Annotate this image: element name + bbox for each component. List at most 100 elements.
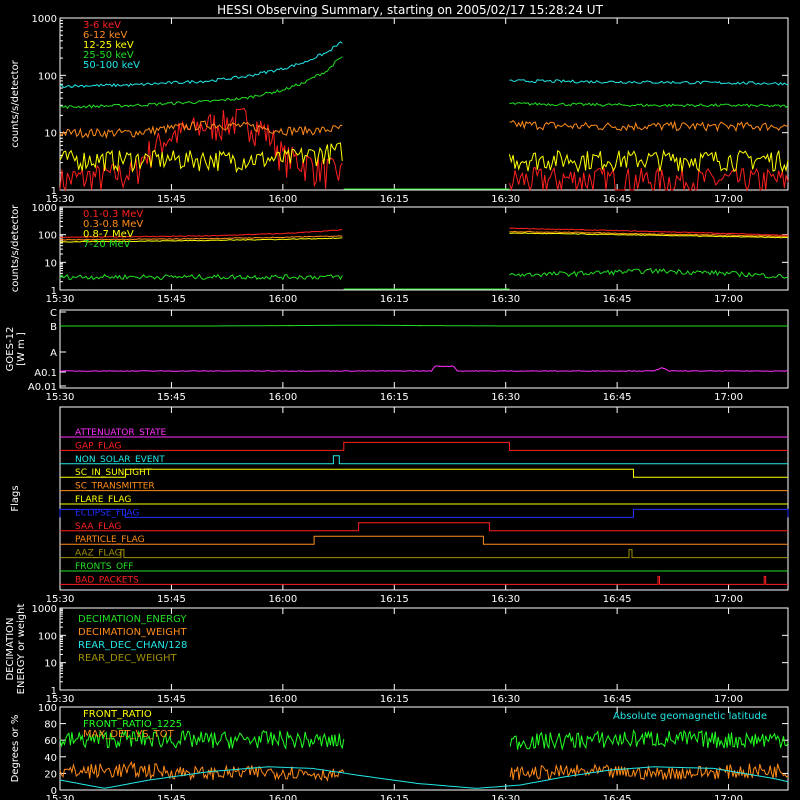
xray-low-frame — [59, 17, 789, 191]
flags-frame — [59, 406, 789, 591]
xray-low-ytick-label: 10 — [44, 129, 57, 140]
goes-xtick-label: 16:30 — [491, 392, 520, 403]
flag-label: SAA_FLAG — [75, 522, 121, 532]
xray-high-series-2-line — [59, 232, 789, 243]
goes-ytick-label: A0.01 — [28, 382, 57, 393]
goes-ytick-label: C — [50, 308, 57, 319]
flag-label: SC_IN_SUNLIGHT — [75, 468, 152, 478]
decimation-legend-entry: REAR_DEC_CHAN/128 — [78, 640, 187, 651]
ratios-xtick-label: 16:00 — [268, 794, 297, 800]
ratios-legend-entry: MAX_DET_VS_TOT — [83, 729, 175, 740]
flags-xtick-label: 16:30 — [491, 594, 520, 605]
decimation-xtick-label: 16:15 — [380, 694, 409, 705]
xray-high-xtick-label: 15:45 — [157, 294, 186, 305]
xray-low-series-0-line — [59, 107, 789, 192]
ratios-xtick-label: 16:45 — [603, 794, 632, 800]
xray-high-legend-entry: 7-20 MeV — [83, 239, 131, 250]
goes-xtick-label: 15:45 — [157, 392, 186, 403]
flags-xtick-label: 17:00 — [714, 594, 743, 605]
decimation-xtick-label: 16:30 — [491, 694, 520, 705]
flags-xtick-label: 15:45 — [157, 594, 186, 605]
xray-low-ytick-label: 100 — [38, 71, 57, 82]
xray-low-legend-entry: 6-12 keV — [83, 30, 127, 41]
xray-low-series-4-line — [59, 41, 789, 89]
flags-xtick-label: 16:15 — [380, 594, 409, 605]
ratios-ytick-label: 0 — [51, 786, 57, 797]
xray-low-legend-entry: 12-25 keV — [83, 40, 134, 51]
flag-sc-in-sunlight-trace — [60, 468, 788, 478]
ratios-series-3-line — [59, 766, 789, 789]
decimation-ylabel: DECIMATION — [5, 617, 16, 680]
flags-panel: 15:30 15:45 16:00 16:15 16:30 16:45 17:00 Flags… — [10, 406, 789, 605]
decimation-ytick-label: 100 — [38, 631, 57, 642]
xray-high-xtick-label: 16:15 — [380, 294, 409, 305]
flags-xtick-label: 15:30 — [46, 594, 75, 605]
goes-xtick-label: 16:15 — [380, 392, 409, 403]
flag-label: FLARE_FLAG — [75, 495, 131, 505]
goes-ylabel: [W m ] — [16, 332, 27, 366]
goes-ylabel: GOES-12 — [5, 327, 16, 372]
xray-high-series-1-line — [59, 230, 789, 241]
flag-label: ECLIPSE_FLAG — [75, 508, 139, 518]
decimation-xtick-label: 16:45 — [603, 694, 632, 705]
ratios-legend-entry: FRONT_RATIO — [83, 709, 152, 720]
xray-low-ylabel: counts/s/detector — [10, 59, 21, 147]
ratios-series-2-line — [59, 760, 789, 783]
xray-high-xtick-label: 16:30 — [491, 294, 520, 305]
xray-high-xtick-label: 15:30 — [46, 294, 75, 305]
flag-particle-flag-trace — [60, 535, 788, 545]
xray-low-series-2-line — [59, 142, 789, 174]
ratios-frame — [59, 706, 789, 791]
ratios-ylabel: Degrees or % — [10, 715, 21, 783]
ratios-xtick-label: 16:15 — [380, 794, 409, 800]
flag-saa-flag-trace — [60, 522, 788, 532]
decimation-xtick-label: 15:45 — [157, 694, 186, 705]
xray-low-xtick-label: 16:00 — [268, 194, 297, 205]
decimation-xtick-label: 16:00 — [268, 694, 297, 705]
goes-xtick-label: 17:00 — [714, 392, 743, 403]
xray-high-ytick-label: 10 — [44, 258, 57, 269]
flag-label: BAD_PACKETS — [75, 575, 139, 585]
goes-series-0-line — [60, 324, 788, 327]
xray-low-xtick-label: 15:45 — [157, 194, 186, 205]
decimation-ytick-label: 1 — [51, 686, 57, 697]
xray-high-ylabel: counts/s/detector — [10, 204, 21, 292]
decimation-legend-entry: DECIMATION_WEIGHT — [78, 627, 187, 638]
flag-label: ATTENUATOR_STATE — [75, 428, 167, 438]
goes-ytick-label: A0.1 — [34, 368, 57, 379]
flag-bad-packets-trace — [60, 575, 788, 585]
ratios-legend-entry: FRONT_RATIO_1225 — [83, 719, 182, 730]
xray-low-legend-entry: 25-50 keV — [83, 50, 134, 61]
xray-low-xtick-label: 17:00 — [714, 194, 743, 205]
xray-low-ytick-label: 1 — [51, 186, 57, 197]
xray-high-series-3-line — [59, 268, 789, 281]
xray-low-series-1-line — [59, 119, 789, 140]
flag-label: NON_SOLAR_EVENT — [75, 455, 165, 465]
decimation-xtick-label: 15:30 — [46, 694, 75, 705]
decimation-ytick-label: 10 — [44, 659, 57, 670]
flag-label: AAZ_FLAG — [75, 549, 122, 559]
xray-high-legend-entry: 0.8-7 MeV — [83, 229, 134, 240]
decimation-panel: 15:30 15:45 16:00 16:15 16:30 16:45 17:00 1 10 10… — [5, 604, 789, 705]
ratios-ytick-label: 60 — [44, 736, 57, 747]
goes-xtick-label: 16:45 — [603, 392, 632, 403]
xray-low-xtick-label: 16:15 — [380, 194, 409, 205]
flag-saa-flag-trace — [60, 441, 788, 451]
ratios-xtick-label: 17:00 — [714, 794, 743, 800]
flags-ylabel: Flags — [10, 485, 21, 511]
flag-label: FRONTS_OFF — [75, 562, 133, 572]
goes-frame — [59, 309, 789, 389]
ratios-ytick-label: 20 — [44, 769, 57, 780]
xray-low-xtick-label: 15:30 — [46, 194, 75, 205]
xray-low-panel: 15:30 15:45 16:00 16:15 16:30 16:45 17:00 1 10 10… — [10, 14, 789, 205]
xray-low-legend-entry: 50-100 keV — [83, 60, 140, 71]
ratios-ytick-label: 80 — [44, 720, 57, 731]
goes-xtick-label: 16:00 — [268, 392, 297, 403]
flag-label: GAP_FLAG — [75, 441, 121, 451]
xray-low-legend-entry: 3-6 keV — [83, 20, 121, 31]
xray-high-xtick-label: 17:00 — [714, 294, 743, 305]
xray-high-ytick-label: 1 — [51, 286, 57, 297]
xray-high-legend-entry: 0.1-0.3 MeV — [83, 209, 143, 220]
decimation-xtick-label: 17:00 — [714, 694, 743, 705]
